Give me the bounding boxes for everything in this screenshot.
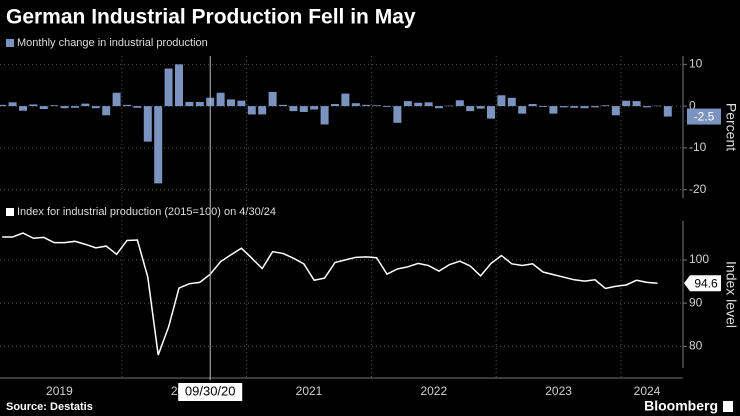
bar <box>518 106 527 114</box>
bar <box>466 106 475 112</box>
x-tick-label: 2021 <box>296 384 323 398</box>
crosshair-box <box>178 383 243 401</box>
y-tick-label: 10 <box>689 57 703 71</box>
x-tick-label: 2022 <box>420 384 447 398</box>
index-line <box>2 232 658 356</box>
bar <box>372 105 381 107</box>
bar <box>341 93 350 107</box>
crosshair-label: 09/30/20 <box>185 383 236 398</box>
bar <box>445 105 454 107</box>
y-axis-title: Index level <box>723 261 739 328</box>
bar <box>258 106 267 115</box>
bar <box>289 106 298 112</box>
bar <box>268 91 277 107</box>
bar <box>60 106 69 109</box>
bar <box>175 64 183 107</box>
x-tick-label: 2019 <box>46 384 73 398</box>
bar <box>91 106 100 109</box>
legend-swatch <box>6 39 14 47</box>
last-value-box <box>684 275 721 292</box>
bar <box>39 106 48 110</box>
bar <box>19 106 27 111</box>
bar <box>279 104 287 107</box>
bar <box>570 106 579 108</box>
bar <box>8 102 17 107</box>
bar <box>331 104 339 107</box>
chart-title: German Industrial Production Fell in May <box>6 6 416 29</box>
bar <box>50 105 59 107</box>
legend-label: Index for industrial production (2015=10… <box>17 206 276 218</box>
last-value-box <box>687 108 721 125</box>
bar <box>403 101 412 107</box>
bar <box>227 99 235 107</box>
bar <box>632 101 641 107</box>
bar <box>497 95 506 107</box>
bar <box>663 106 672 117</box>
last-value-label: 94.6 <box>694 276 718 290</box>
bar <box>237 100 246 107</box>
bar <box>383 106 391 107</box>
bar <box>71 106 79 108</box>
bar <box>362 104 371 107</box>
bar <box>414 102 423 107</box>
y-tick-label: -20 <box>689 182 707 196</box>
bar <box>112 92 121 107</box>
x-tick-label: 2024 <box>634 384 661 398</box>
bar <box>310 106 319 110</box>
bar <box>185 101 194 107</box>
bar <box>195 101 204 107</box>
bar <box>351 103 360 107</box>
bar <box>424 102 433 107</box>
source: Source: Destatis <box>6 401 93 413</box>
bar <box>299 106 308 112</box>
brand-icon <box>723 401 733 412</box>
bar <box>580 106 589 109</box>
bar <box>559 106 568 108</box>
bar <box>476 106 485 109</box>
bar <box>0 104 7 107</box>
y-tick-label: -10 <box>689 140 707 154</box>
bar <box>455 100 464 107</box>
bar <box>133 106 142 108</box>
bar <box>653 105 662 107</box>
brand: Bloomberg <box>644 398 718 414</box>
bar <box>591 106 599 108</box>
bar <box>487 106 495 119</box>
bar <box>81 103 90 107</box>
y-tick-label: 90 <box>689 295 703 309</box>
y-tick-label: 80 <box>689 339 703 353</box>
bar <box>143 106 152 142</box>
bar <box>622 100 631 107</box>
legend-label: Monthly change in industrial production <box>17 37 208 49</box>
bar <box>102 106 111 116</box>
y-axis-title: Percent <box>723 103 739 151</box>
last-value-label: -2.5 <box>694 110 715 124</box>
bar <box>247 106 256 115</box>
legend-swatch <box>6 208 14 216</box>
bar <box>507 97 516 107</box>
bar <box>393 106 402 123</box>
bar <box>29 104 38 107</box>
bar <box>528 104 537 107</box>
bar <box>154 106 163 184</box>
bar <box>435 106 443 109</box>
bar <box>320 106 329 125</box>
y-tick-label: 100 <box>689 252 709 266</box>
bar <box>539 106 547 107</box>
x-tick-label: 2023 <box>545 384 572 398</box>
bar <box>611 106 620 116</box>
bar <box>164 68 173 107</box>
bar <box>123 104 131 107</box>
bar <box>549 106 558 114</box>
bar <box>643 106 651 108</box>
bar <box>216 92 225 107</box>
bar <box>601 105 610 107</box>
y-tick-label: 0 <box>689 98 696 112</box>
